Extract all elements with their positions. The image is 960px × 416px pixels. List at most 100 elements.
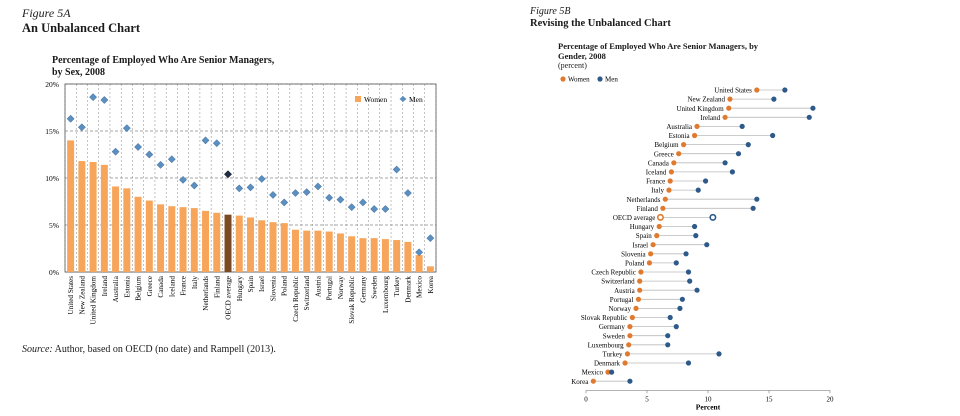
dot-men-iceland (729, 169, 735, 175)
dot-women-finland (660, 205, 666, 211)
bar-women-united-kingdom (89, 162, 97, 272)
row-label-sweden: Sweden (603, 332, 626, 340)
x-tick-label: Belgium (135, 276, 143, 301)
dot-men-australia (739, 123, 745, 129)
dot-men-ireland (806, 114, 812, 120)
x-tick-label: Iceland (168, 276, 176, 298)
dot-men-estonia (770, 132, 776, 139)
x-tick-label: Turkey (393, 276, 401, 297)
bar-women-denmark (404, 241, 412, 272)
dot-women-oecd-average (656, 213, 664, 221)
row-label-iceland: Iceland (646, 169, 667, 177)
legend-men-dot (597, 76, 603, 82)
bar-women-portugal (325, 231, 333, 272)
bar-women-korea (426, 266, 434, 272)
marker-men-czech-republic (291, 189, 300, 197)
chart-b-title: Percentage of Employed Who Are Senior Ma… (558, 41, 758, 61)
bar-women-oecd-average (224, 214, 232, 272)
legend-men-swatch (399, 96, 407, 102)
row-label-italy: Italy (651, 187, 664, 195)
marker-men-germany (358, 198, 367, 207)
y-tick-label: 15% (45, 127, 59, 136)
row-label-portugal: Portugal (610, 296, 634, 304)
dot-men-austria (694, 287, 700, 293)
bar-women-new-zealand (78, 161, 86, 272)
row-label-belgium: Belgium (654, 141, 679, 149)
dot-women-portugal (635, 296, 642, 302)
marker-men-oecd-average (224, 170, 232, 179)
dot-men-sweden (665, 333, 671, 339)
dot-men-canada (722, 160, 728, 166)
y-tick-label: 20% (45, 80, 59, 89)
bar-women-israel (258, 220, 266, 272)
dot-women-new-zealand (727, 96, 733, 102)
dot-men-france (702, 178, 709, 184)
x-axis-title: Percent (696, 402, 721, 411)
chart-a-svg: 0% 5% 10% 15% 20% United States New Zealand Uni… (45, 80, 437, 325)
marker-men-france (179, 175, 187, 184)
legend-women-swatch (355, 96, 361, 102)
x-tick-label: United Kingdom (90, 276, 98, 325)
dot-women-israel (650, 242, 656, 248)
chart-a-title-line1: Percentage of Employed Who Are Senior Ma… (52, 55, 275, 66)
marker-men-greece (145, 150, 154, 159)
dot-men-netherlands (754, 196, 760, 202)
row-label-turkey: Turkey (603, 351, 623, 359)
bar-women-slovak-republic (348, 236, 356, 272)
row-label-slovak-republic: Slovak Republic (581, 314, 627, 322)
marker-men-israel (257, 174, 266, 183)
bar-women-belgium (134, 196, 142, 272)
dot-men-mexico (609, 369, 615, 375)
source-label: Source: (22, 344, 53, 355)
x-tick-label: Spain (247, 276, 255, 293)
dot-women-switzerland (637, 278, 643, 284)
marker-men-spain (246, 183, 255, 192)
chart-b-title-line2: Gender, 2008 (558, 51, 606, 61)
dot-women-turkey (624, 351, 631, 357)
dot-women-ireland (722, 114, 728, 120)
row-label-oecd-average: OECD average (613, 214, 656, 222)
dot-men-denmark (685, 360, 692, 366)
row-label-switzerland: Switzerland (601, 278, 635, 286)
figure-5a-title: An Unbalanced Chart (22, 21, 141, 35)
row-label-greece: Greece (654, 150, 674, 158)
x-tick-label: Canada (157, 275, 165, 297)
x-tick-label: OECD average (225, 276, 233, 320)
marker-men-estonia (122, 124, 131, 133)
x-tick-label: Norway (337, 276, 345, 300)
marker-men-luxembourg (381, 205, 390, 213)
marker-men-austria (314, 182, 322, 191)
dot-men-norway (677, 305, 683, 311)
marker-men-finland (212, 139, 221, 148)
legend-women-dot (560, 76, 566, 82)
bar-women-luxembourg (381, 239, 389, 272)
row-label-norway: Norway (608, 305, 631, 313)
marker-men-norway (336, 195, 345, 204)
marker-men-slovenia (269, 190, 277, 199)
dot-men-portugal (679, 296, 685, 302)
row-label-luxembourg: Luxembourg (588, 341, 625, 349)
x-tick-label: Netherlands (202, 276, 210, 311)
x-tick-label: 20 (827, 395, 835, 403)
row-label-france: France (646, 178, 665, 186)
dot-women-france (667, 178, 673, 184)
bar-women-slovenia (269, 222, 277, 272)
bar-women-france (179, 207, 187, 272)
dot-men-belgium (745, 142, 751, 148)
y-tick-label: 10% (45, 174, 59, 183)
row-label-slovenia: Slovenia (621, 250, 646, 258)
row-label-estonia: Estonia (669, 132, 691, 140)
dot-women-poland (646, 260, 653, 266)
x-tick-label: Slovak Republic (348, 276, 356, 324)
x-tick-label: Switzerland (303, 276, 311, 311)
x-tick-label: Hungary (236, 276, 244, 302)
x-tick-label: Sweden (371, 276, 379, 299)
dot-women-slovak-republic (629, 314, 635, 321)
x-tick-label: Israel (258, 276, 266, 292)
bar-women-estonia (123, 188, 131, 272)
dot-women-austria (637, 287, 643, 293)
marker-men-poland (280, 198, 289, 207)
marker-men-turkey (392, 165, 401, 174)
figure-5a-label: Figure 5A (22, 6, 71, 20)
x-tick-label: Germany (359, 276, 367, 303)
